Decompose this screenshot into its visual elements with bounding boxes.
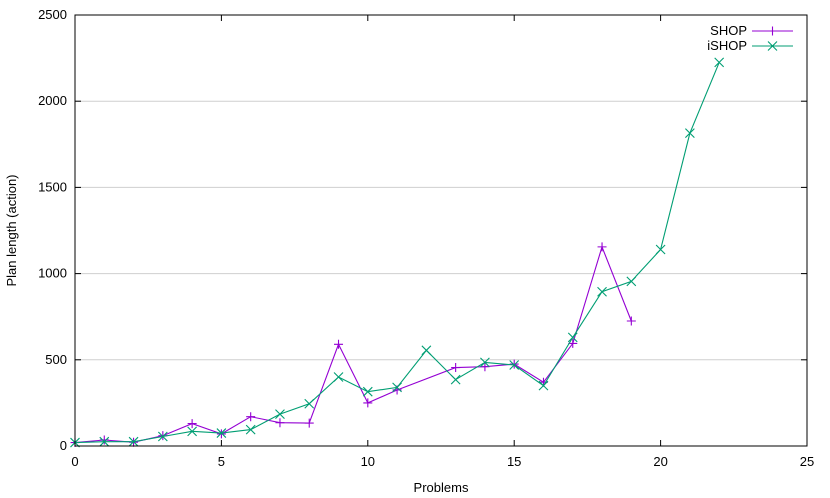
data-point-ishop: [157, 431, 168, 442]
legend-label-shop: SHOP: [710, 23, 747, 38]
data-point-shop: [246, 412, 256, 422]
y-tick-label: 500: [45, 352, 67, 367]
data-point-ishop: [187, 426, 198, 437]
data-point-ishop: [275, 409, 285, 419]
y-axis-label: Plan length (action): [4, 174, 19, 286]
x-tick-label: 10: [361, 454, 375, 469]
axis-ticks: 0 500 1000 1500 2000 2500 0 5 10 15 20 25: [38, 7, 814, 469]
data-point-ishop: [509, 360, 520, 370]
data-point-shop: [451, 363, 461, 373]
data-point-ishop: [480, 357, 490, 368]
y-tick-label: 1500: [38, 179, 67, 194]
y-tick-label: 2000: [38, 93, 67, 108]
y-tick-label: 1000: [38, 266, 67, 281]
data-point-ishop: [216, 428, 227, 438]
legend-marker-shop: [768, 26, 777, 36]
x-axis-label: Problems: [414, 480, 469, 495]
series-layer: [70, 57, 725, 448]
data-point-shop: [363, 398, 373, 408]
data-point-ishop: [128, 436, 139, 447]
data-point-ishop: [538, 380, 549, 391]
data-point-ishop: [392, 382, 402, 393]
data-point-shop: [99, 435, 109, 445]
x-tick-label: 25: [800, 454, 814, 469]
data-point-shop: [509, 359, 519, 369]
series-shop: [70, 242, 636, 448]
data-point-ishop: [421, 345, 432, 356]
data-point-ishop: [655, 244, 666, 255]
data-point-ishop: [714, 57, 725, 68]
data-point-shop: [626, 316, 636, 326]
data-point-ishop: [450, 374, 461, 385]
series-ishop: [70, 57, 725, 448]
data-point-shop: [334, 339, 344, 349]
data-point-ishop: [304, 398, 315, 409]
data-point-ishop: [567, 332, 578, 343]
grid-lines: [75, 100, 807, 361]
data-point-shop: [216, 429, 226, 439]
x-tick-label: 20: [653, 454, 667, 469]
y-tick-label: 2500: [38, 7, 67, 22]
data-point-ishop: [333, 372, 344, 382]
x-tick-label: 5: [218, 454, 225, 469]
plot-frame: [74, 14, 808, 447]
legend-label-ishop: iSHOP: [707, 38, 747, 53]
data-point-shop: [187, 419, 197, 429]
data-point-shop: [480, 362, 490, 372]
legend-marker-ishop: [767, 41, 778, 51]
data-point-shop: [304, 418, 314, 428]
series-line-shop: [74, 245, 632, 444]
x-tick-label: 0: [71, 454, 78, 469]
data-point-ishop: [684, 128, 695, 138]
data-point-shop: [597, 242, 607, 252]
data-point-ishop: [245, 424, 256, 435]
data-point-ishop: [362, 386, 373, 397]
data-point-ishop: [626, 276, 637, 287]
data-point-ishop: [99, 436, 110, 447]
y-tick-label: 0: [60, 438, 67, 453]
data-point-ishop: [597, 286, 607, 297]
x-tick-label: 15: [507, 454, 521, 469]
data-point-shop: [275, 418, 285, 428]
